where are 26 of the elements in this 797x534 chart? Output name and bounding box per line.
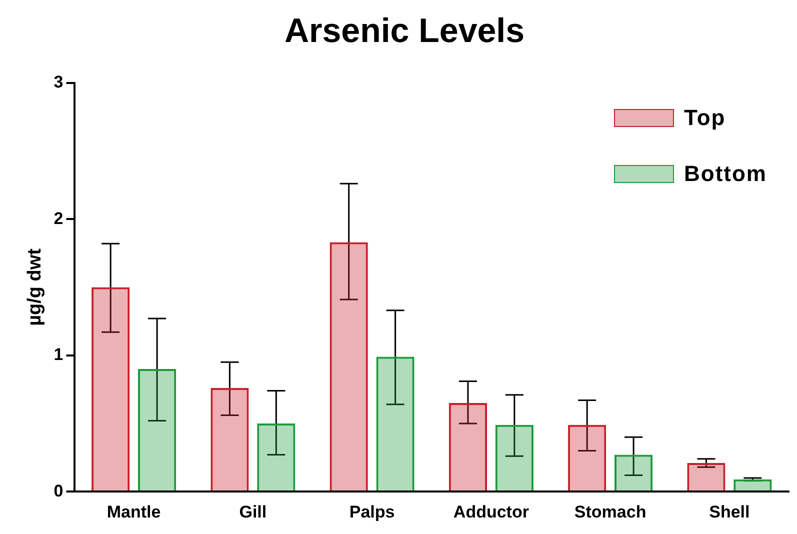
bar (734, 479, 772, 491)
bar (614, 454, 653, 491)
x-tick-label: Shell (709, 502, 750, 522)
x-tick-label: Palps (349, 502, 395, 522)
x-tick-label: Gill (239, 502, 267, 522)
x-tick-label: Adductor (453, 502, 530, 522)
y-axis-title: µg/g dwt (24, 248, 46, 326)
y-tick-label: 2 (54, 208, 64, 228)
chart-title: Arsenic Levels (284, 12, 525, 50)
x-tick-label: Stomach (574, 502, 646, 522)
bar (448, 403, 488, 491)
bar (568, 424, 606, 491)
bar (92, 287, 130, 491)
bar (210, 388, 249, 491)
bar (330, 242, 368, 491)
y-tick-label: 3 (54, 72, 64, 92)
legend-label: Bottom (684, 161, 767, 187)
bar (257, 423, 296, 491)
legend-label: Top (684, 105, 726, 131)
x-tick-label: Mantle (106, 502, 161, 522)
bar (687, 462, 726, 491)
y-tick-label: 1 (54, 345, 64, 364)
bar (376, 356, 414, 491)
bar (138, 368, 176, 491)
bar (495, 424, 534, 491)
y-tick-label: 0 (54, 481, 64, 500)
